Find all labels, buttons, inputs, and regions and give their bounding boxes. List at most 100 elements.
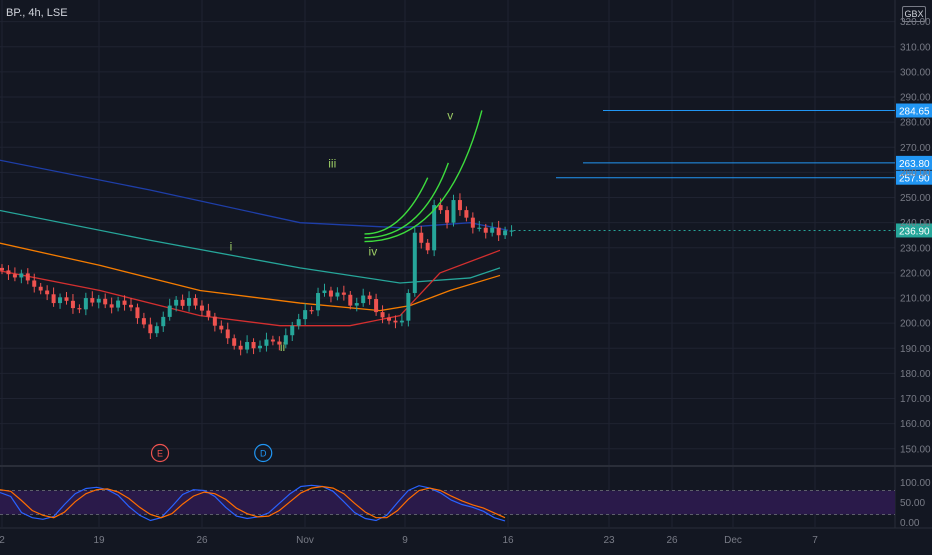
candle-body[interactable] (225, 329, 230, 339)
candle-body[interactable] (167, 305, 172, 317)
projection-curve[interactable] (364, 177, 429, 235)
ma-mid-line (0, 242, 501, 312)
candle-body[interactable] (70, 300, 75, 309)
candle-body[interactable] (432, 205, 437, 251)
candle-body[interactable] (174, 299, 179, 306)
candle-body[interactable] (51, 294, 56, 304)
candle-body[interactable] (109, 304, 114, 308)
candle-body[interactable] (96, 298, 101, 303)
candle-body[interactable] (77, 308, 82, 310)
candle-body[interactable] (367, 295, 372, 300)
candle-body[interactable] (490, 227, 495, 233)
wave-label[interactable]: v (447, 109, 453, 123)
candle-body[interactable] (141, 318, 146, 325)
wave-label[interactable]: iv (369, 244, 378, 258)
candle-body[interactable] (451, 200, 456, 223)
candle-body[interactable] (193, 298, 198, 306)
candle-body[interactable] (148, 324, 153, 334)
candle-body[interactable] (154, 326, 159, 334)
candle-body[interactable] (470, 217, 475, 228)
candle-body[interactable] (445, 210, 450, 223)
candle-body[interactable] (399, 320, 404, 323)
candle-body[interactable] (270, 339, 275, 342)
candle-body[interactable] (438, 205, 443, 211)
candle-body[interactable] (316, 293, 321, 311)
candle-body[interactable] (322, 290, 327, 294)
candle-body[interactable] (0, 267, 4, 271)
candle-body[interactable] (387, 317, 391, 321)
candle-body[interactable] (412, 232, 417, 294)
price-level-label: 284.65 (899, 106, 930, 117)
event-marker-d[interactable] (254, 443, 273, 463)
candle-body[interactable] (264, 339, 269, 346)
candle-body[interactable] (283, 335, 288, 345)
candle-body[interactable] (361, 295, 366, 304)
candle-body[interactable] (251, 342, 256, 349)
candle-body[interactable] (457, 200, 462, 211)
stoch-k-line (0, 484, 506, 522)
candle-body[interactable] (116, 300, 121, 308)
candle-body[interactable] (187, 298, 192, 306)
candle-body[interactable] (503, 230, 508, 236)
candle-body[interactable] (25, 273, 30, 281)
projection-curve[interactable] (364, 110, 483, 243)
candle-body[interactable] (199, 305, 204, 311)
currency-badge[interactable]: GBX (902, 6, 926, 22)
candle-body[interactable] (303, 310, 308, 320)
candle-body[interactable] (90, 298, 95, 303)
candle-body[interactable] (348, 294, 353, 306)
candle-body[interactable] (129, 304, 133, 308)
candle-body[interactable] (83, 298, 88, 310)
candle-body[interactable] (161, 316, 166, 327)
candle-body[interactable] (135, 307, 140, 319)
wave-label[interactable]: ii (280, 340, 285, 354)
candle-body[interactable] (477, 227, 482, 229)
wave-label[interactable]: i (230, 239, 233, 253)
candle-body[interactable] (58, 297, 63, 304)
candle-body[interactable] (122, 300, 127, 305)
candle-body[interactable] (45, 290, 50, 295)
candle-body[interactable] (328, 290, 333, 297)
wave-label[interactable]: iii (328, 156, 336, 170)
candle-body[interactable] (64, 297, 69, 301)
price-axis-label: 260.00 (900, 168, 931, 179)
symbol-title[interactable]: BP., 4h, LSE (6, 7, 68, 19)
price-axis-label: 230.00 (900, 243, 931, 254)
candle-body[interactable] (393, 320, 398, 323)
candle-body[interactable] (232, 338, 237, 346)
candle-body[interactable] (32, 280, 37, 287)
candle-body[interactable] (425, 242, 430, 251)
candle-body[interactable] (296, 319, 301, 326)
candle-body[interactable] (12, 274, 17, 278)
candle-body[interactable] (277, 341, 282, 345)
candle-body[interactable] (180, 299, 185, 306)
candle-body[interactable] (406, 293, 411, 321)
candle-body[interactable] (245, 342, 250, 350)
event-marker-e[interactable] (150, 443, 170, 463)
candle-body[interactable] (238, 345, 243, 350)
candle-body[interactable] (483, 227, 488, 233)
candle-body[interactable] (6, 270, 11, 275)
candle-body[interactable] (335, 292, 340, 297)
candle-body[interactable] (38, 286, 43, 291)
candle-body[interactable] (341, 292, 346, 295)
candle-body[interactable] (509, 230, 514, 232)
candle-body[interactable] (309, 310, 314, 312)
candle-body[interactable] (419, 232, 424, 243)
candle-body[interactable] (464, 210, 469, 218)
candle-body[interactable] (496, 227, 501, 236)
candle-body[interactable] (380, 312, 385, 318)
candle-body[interactable] (258, 345, 262, 349)
time-axis-label: 19 (93, 535, 105, 546)
candle-body[interactable] (290, 325, 295, 336)
projection-curve[interactable] (364, 162, 449, 239)
candle-body[interactable] (19, 273, 24, 278)
candle-body[interactable] (219, 325, 224, 330)
candle-body[interactable] (103, 298, 108, 305)
candle-body[interactable] (354, 303, 359, 306)
candle-body[interactable] (206, 310, 211, 317)
candle-body[interactable] (374, 299, 379, 313)
candle-body[interactable] (212, 316, 217, 326)
